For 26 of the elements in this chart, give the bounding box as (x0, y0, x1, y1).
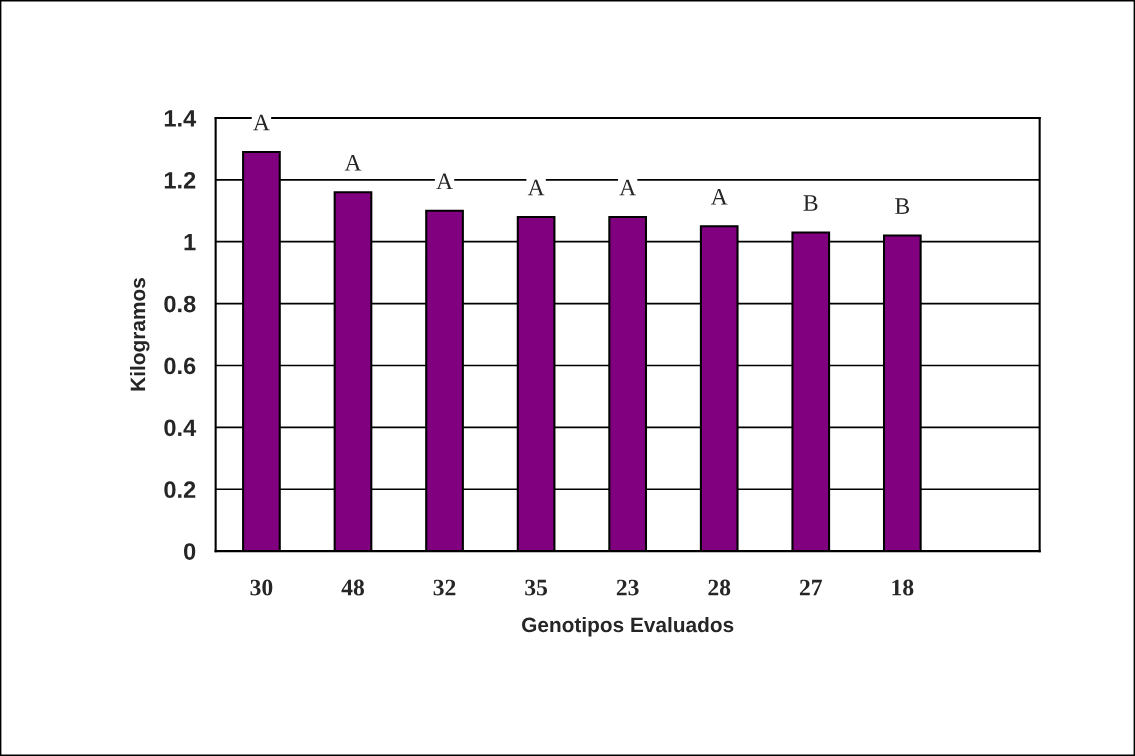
annotation: B (895, 198, 910, 214)
y-tick-label: 1.2 (164, 171, 196, 189)
x-tick-label: 32 (433, 579, 456, 596)
y-tick-label: 0.4 (164, 419, 197, 437)
x-tick-label: 18 (892, 579, 914, 596)
x-axis-title: Genotipos Evaluados (522, 616, 734, 637)
y-tick-label: 1 (184, 234, 196, 251)
x-tick-label: 35 (525, 579, 548, 596)
x-tick-label: 30 (250, 579, 273, 596)
y-tick-label: 0.8 (164, 295, 196, 313)
x-tick-label: 48 (341, 579, 365, 596)
y-tick-label: 1.4 (164, 110, 197, 127)
x-tick-label: 23 (616, 579, 639, 596)
annotation: A (527, 179, 545, 196)
y-tick-label: 0.2 (164, 481, 196, 499)
annotation: A (436, 173, 453, 190)
annotation: A (253, 114, 270, 131)
x-tick-label: 27 (799, 579, 822, 596)
annotation: A (619, 179, 637, 196)
y-tick-label: 0 (184, 543, 196, 560)
y-axis-title: Kilogramos (129, 278, 150, 391)
y-tick-label: 0.6 (164, 357, 196, 375)
annotation: A (710, 188, 728, 205)
annotation: A (344, 154, 362, 171)
annotation: B (803, 195, 818, 211)
x-tick-label: 28 (708, 579, 731, 596)
